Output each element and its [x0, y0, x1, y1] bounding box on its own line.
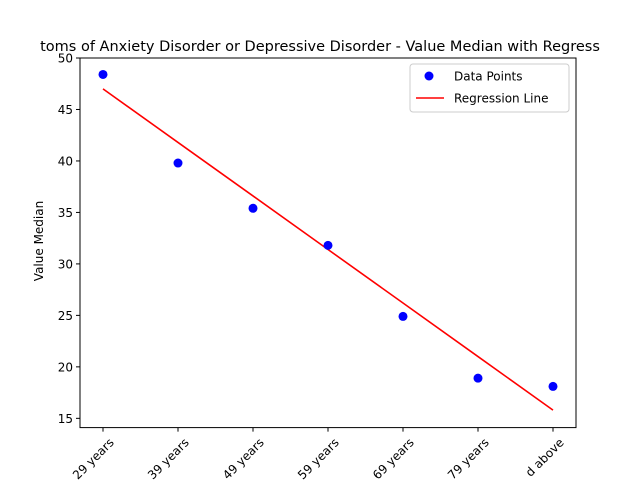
y-tick-label: 25 [58, 309, 73, 323]
y-tick-label: 40 [58, 154, 73, 168]
y-tick-label: 35 [58, 206, 73, 220]
legend-label-data-points: Data Points [454, 70, 523, 84]
plot-area: 15 20 25 30 35 40 45 50 29 years 39 years 49 years… [58, 52, 567, 480]
data-point [173, 158, 183, 168]
legend: Data Points Regression Line [409, 63, 570, 113]
y-tick-label: 20 [58, 360, 73, 374]
data-point [398, 311, 408, 321]
data-point [323, 240, 333, 250]
legend-box [409, 63, 570, 113]
legend-marker-data-points [424, 71, 434, 81]
chart-title: toms of Anxiety Disorder or Depressive D… [40, 39, 600, 55]
legend-label-regression-line: Regression Line [454, 92, 548, 106]
y-axis-label: Value Median [32, 201, 46, 281]
x-tick-label: 69 years [370, 435, 417, 480]
x-tick-label: d above [523, 435, 567, 479]
data-point [248, 203, 258, 213]
x-tick-label: 39 years [145, 435, 192, 480]
y-tick-label: 45 [58, 103, 73, 117]
x-tick-label: 79 years [445, 435, 492, 480]
data-point [98, 69, 108, 79]
data-point [548, 381, 558, 391]
data-point [473, 373, 483, 383]
x-tick-label: 29 years [70, 435, 117, 480]
plot-frame [79, 57, 577, 429]
x-tick-label: 49 years [220, 435, 267, 480]
y-tick-label: 15 [58, 412, 73, 426]
y-tick-label: 50 [58, 52, 73, 66]
y-tick-label: 30 [58, 257, 73, 271]
x-tick-label: 59 years [295, 435, 342, 480]
